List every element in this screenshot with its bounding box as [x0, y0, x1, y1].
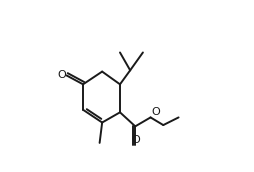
- Text: O: O: [151, 107, 160, 117]
- Text: O: O: [58, 70, 67, 80]
- Text: O: O: [131, 135, 140, 146]
